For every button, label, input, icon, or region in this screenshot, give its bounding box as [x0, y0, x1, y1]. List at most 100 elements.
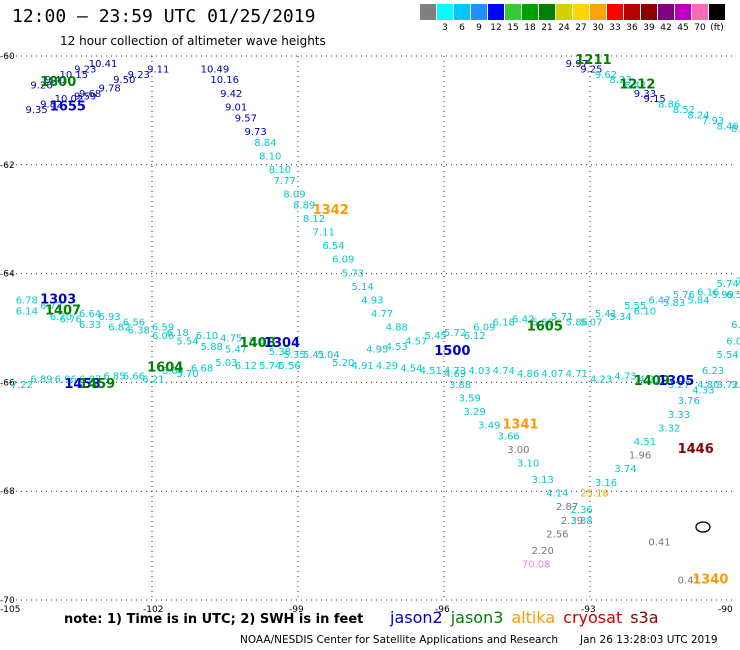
latitude-label: -70: [0, 596, 15, 606]
wave-height-label: 2.36: [571, 505, 593, 516]
wave-height-label: 3.38: [571, 516, 593, 527]
wave-height-label: 6.12: [463, 331, 485, 342]
wave-height-label: 9.50: [113, 75, 135, 86]
wave-height-label: 6.10: [634, 306, 656, 317]
wave-height-label: 8.24: [687, 111, 709, 122]
wave-height-label: 5.45: [425, 331, 447, 342]
wave-height-label: 5.35: [283, 350, 305, 361]
wave-height-label: 8.09: [283, 189, 305, 200]
wave-height-label: 5.88: [201, 342, 223, 353]
wave-height-label: 6.96: [55, 374, 77, 385]
wave-height-label: 8.89: [293, 200, 315, 211]
wave-height-label: 5.86: [566, 317, 588, 328]
wave-height-label: 9.01: [225, 102, 247, 113]
legend-swatch: [590, 4, 606, 20]
pass-time-label: 1341: [502, 418, 538, 433]
wave-height-label: 4.51: [634, 437, 656, 448]
wave-height-label: 2.39: [561, 516, 583, 527]
pass-time-label: 1340: [692, 573, 728, 588]
legend-label: 6: [459, 23, 465, 33]
wave-height-label: 3.27: [668, 380, 690, 391]
pass-time-label: 1407: [45, 303, 81, 318]
wave-height-label: 2.87: [556, 502, 578, 513]
wave-height-label: 8.86: [658, 100, 680, 111]
wave-height-label: 7.93: [702, 116, 724, 127]
wave-height-label: 5.14: [352, 282, 374, 293]
legend-swatch: [675, 4, 691, 20]
wave-height-label: 6.38: [128, 325, 150, 336]
wave-height-label: 5.41: [595, 309, 617, 320]
pass-time-label: 1305: [658, 374, 694, 389]
legend-label: 3: [442, 23, 448, 33]
wave-height-label: 6.33: [79, 320, 101, 331]
wave-height-label: 6.66: [123, 372, 145, 383]
wave-height-label: 2.20: [532, 546, 554, 557]
wave-height-label: 5.99: [712, 290, 734, 301]
legend-label: 27: [575, 23, 587, 33]
longitude-label: -96: [435, 605, 450, 615]
legend-label: 15: [507, 23, 519, 33]
wave-height-label: 6.57: [726, 290, 740, 301]
legend-label: 70: [694, 23, 706, 33]
wave-height-label: 3.66: [731, 380, 740, 391]
longitude-label: -99: [289, 605, 304, 615]
timestamp-text: Jan 26 13:28:03 UTC 2019: [580, 634, 718, 646]
legend-swatch: [488, 4, 504, 20]
satellite-s3a: s3a: [630, 608, 659, 627]
wave-height-label: 4.69: [444, 369, 466, 380]
wave-height-label: 6.82: [108, 323, 130, 334]
wave-height-label: 6.47: [648, 296, 670, 307]
pass-time-label: 1446: [678, 442, 714, 457]
wave-height-label: 4.57: [405, 336, 427, 347]
wave-height-label: 5.73: [342, 268, 364, 279]
wave-height-label: 6.89: [30, 374, 52, 385]
wave-height-label: 6.23: [702, 366, 724, 377]
legend-swatch: [522, 4, 538, 20]
wave-height-label: 4.71: [566, 369, 588, 380]
pass-time-label: 1304: [264, 336, 300, 351]
wave-height-label: 3.33: [668, 410, 690, 421]
wave-height-label: 6.64: [79, 309, 101, 320]
wave-height-label: 4.21: [639, 374, 661, 385]
wave-height-label: 3.66: [498, 432, 520, 443]
wave-height-label: 5.03: [215, 358, 237, 369]
wave-height-label: 6.64: [162, 366, 184, 377]
wave-height-label: 8.52: [731, 124, 740, 135]
legend-swatch: [658, 4, 674, 20]
legend-swatch: [539, 4, 555, 20]
wave-height-label: 4.33: [692, 385, 714, 396]
wave-height-label: 8.10: [269, 165, 291, 176]
wave-height-label: 2.56: [546, 529, 568, 540]
latitude-label: -68: [0, 487, 15, 497]
wave-height-label: 6.76: [60, 315, 82, 326]
legend-swatch: [573, 4, 589, 20]
wave-height-label: 5.76: [673, 290, 695, 301]
wave-height-label: 10.49: [201, 64, 230, 75]
wave-height-label: 3.10: [517, 459, 539, 470]
pass-time-label: 1459: [79, 377, 115, 392]
wave-height-label: 6.70: [50, 312, 72, 323]
wave-height-label: 4.23: [590, 374, 612, 385]
legend-swatch: [641, 4, 657, 20]
wave-height-label: 5.38: [269, 347, 291, 358]
pass-time-label: 1342: [313, 203, 349, 218]
wave-height-label: 5.41: [303, 350, 325, 361]
legend-label: 39: [643, 23, 655, 33]
wave-height-label: 8.10: [259, 151, 281, 162]
wave-height-label: 6.09: [473, 323, 495, 334]
latitude-label: -66: [0, 378, 15, 388]
wave-height-label: 4.95: [366, 344, 388, 355]
wave-height-label: 5.20: [332, 358, 354, 369]
wave-height-label: 9.82: [40, 100, 62, 111]
wave-height-label: 10.02: [55, 94, 84, 105]
wave-height-label: 9.26: [30, 81, 52, 92]
wave-height-label: 4.75: [220, 334, 242, 345]
wave-height-label: 4.03: [468, 366, 490, 377]
wave-height-label: 6.18: [493, 317, 515, 328]
wave-height-label: 6.54: [322, 241, 344, 252]
satellite-altika: altika: [511, 608, 556, 627]
wave-height-label: 4.74: [493, 366, 515, 377]
wave-height-label: 70.08: [522, 559, 551, 570]
wave-height-label: 5.47: [225, 344, 247, 355]
legend-label: 45: [677, 23, 689, 33]
